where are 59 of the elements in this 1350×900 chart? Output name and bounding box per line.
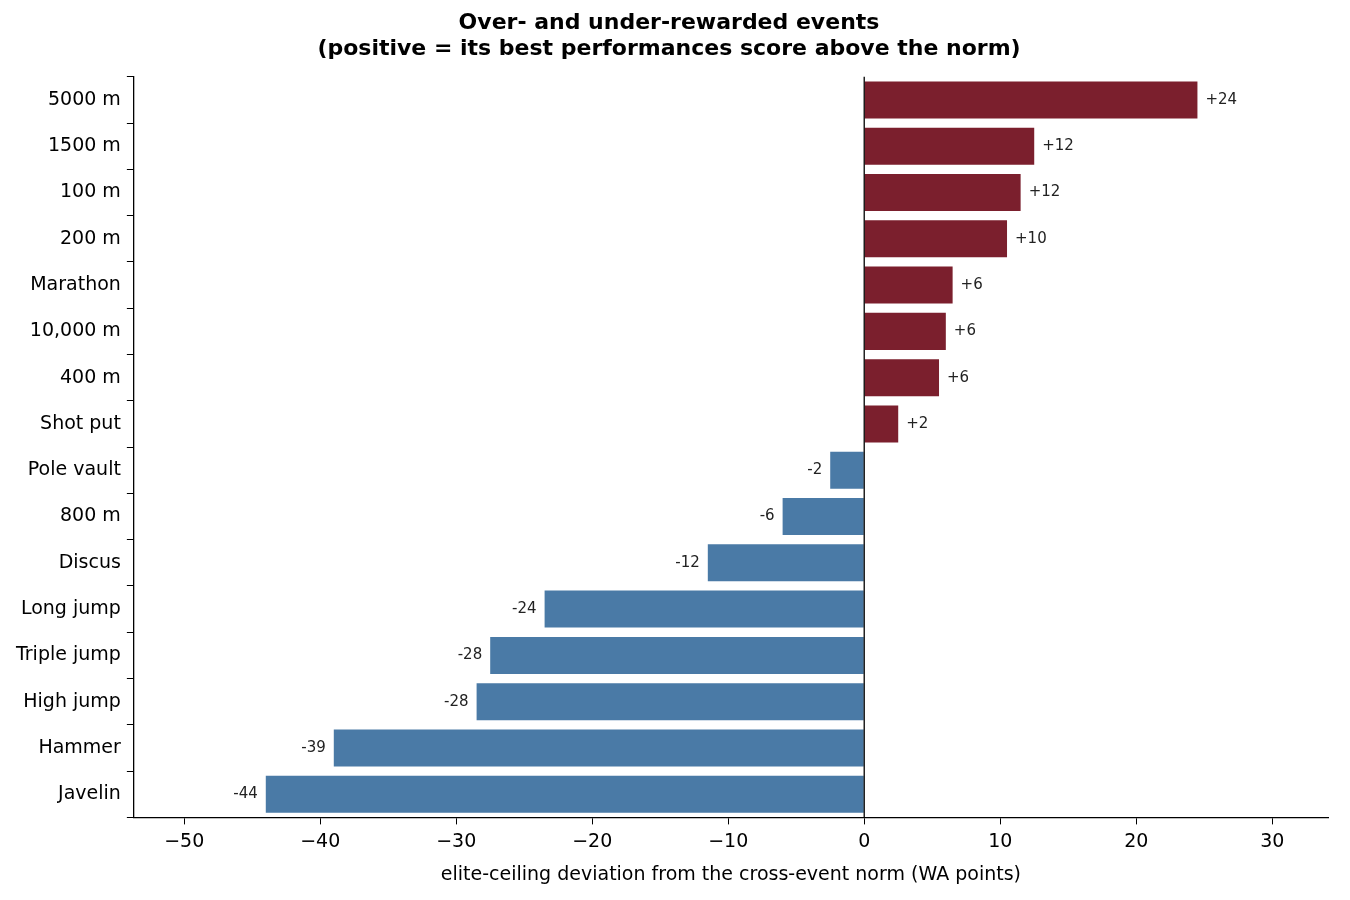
bar [864,405,899,443]
data-label: +6 [947,367,970,386]
data-label: -12 [675,552,700,571]
data-label: -44 [233,784,258,803]
bar [864,266,953,304]
data-label: -39 [301,737,326,756]
data-label: -28 [444,691,469,710]
x-tick-label: 20 [1124,828,1149,851]
x-tick-label: 10 [988,828,1013,851]
bar [707,544,864,582]
data-label: -2 [807,460,823,479]
y-tick-label: Long jump [20,596,121,619]
data-label: -28 [457,645,483,664]
y-tick-label: 400 m [60,364,121,387]
y-tick-label: 200 m [60,225,121,248]
x-tick-label: −20 [572,828,613,851]
bar [333,729,864,767]
y-tick-label: High jump [23,688,121,711]
bar [864,220,1008,258]
data-label: +12 [1028,182,1061,201]
x-tick-label: −10 [708,828,749,851]
bar [864,359,940,397]
bar [265,775,864,813]
bar [864,174,1021,212]
x-tick-label: 30 [1260,828,1285,851]
y-tick-label: Hammer [38,734,122,757]
x-tick-label: −30 [436,828,477,851]
x-tick-label: 0 [858,828,871,851]
data-label: +12 [1042,136,1074,155]
bar [544,590,864,628]
x-tick-label: −50 [164,828,205,851]
y-tick-label: Discus [58,549,121,572]
y-tick-label: 1500 m [47,133,121,156]
data-label: +24 [1205,89,1238,108]
bar [490,636,864,674]
chart-title: Over- and under-rewarded events (positive = its best performances score above the norm) [317,8,1021,61]
data-label: +6 [953,321,976,340]
y-tick-label: Marathon [30,272,121,295]
data-label: -6 [759,506,775,525]
y-tick-label: 10,000 m [29,318,121,341]
y-tick-label: Pole vault [27,457,121,480]
x-tick-label: −40 [300,828,341,851]
y-tick-label: 800 m [60,503,121,526]
bar [864,127,1035,165]
y-tick-label: 5000 m [47,86,121,109]
bar [830,451,864,489]
y-tick-label: 100 m [60,179,121,202]
y-tick-label: Javelin [57,781,121,804]
y-tick-label: Shot put [40,410,121,433]
bar [864,81,1198,119]
data-label: +10 [1015,228,1047,247]
data-label: +2 [906,413,929,432]
y-tick-label: Triple jump [14,642,121,665]
bar [476,683,864,721]
data-label: +6 [960,274,983,293]
bar [864,312,946,350]
bar [782,498,864,536]
x-axis-title: elite-ceiling deviation from the cross-event norm (WA points) [440,861,1021,884]
data-label: -24 [512,599,537,617]
